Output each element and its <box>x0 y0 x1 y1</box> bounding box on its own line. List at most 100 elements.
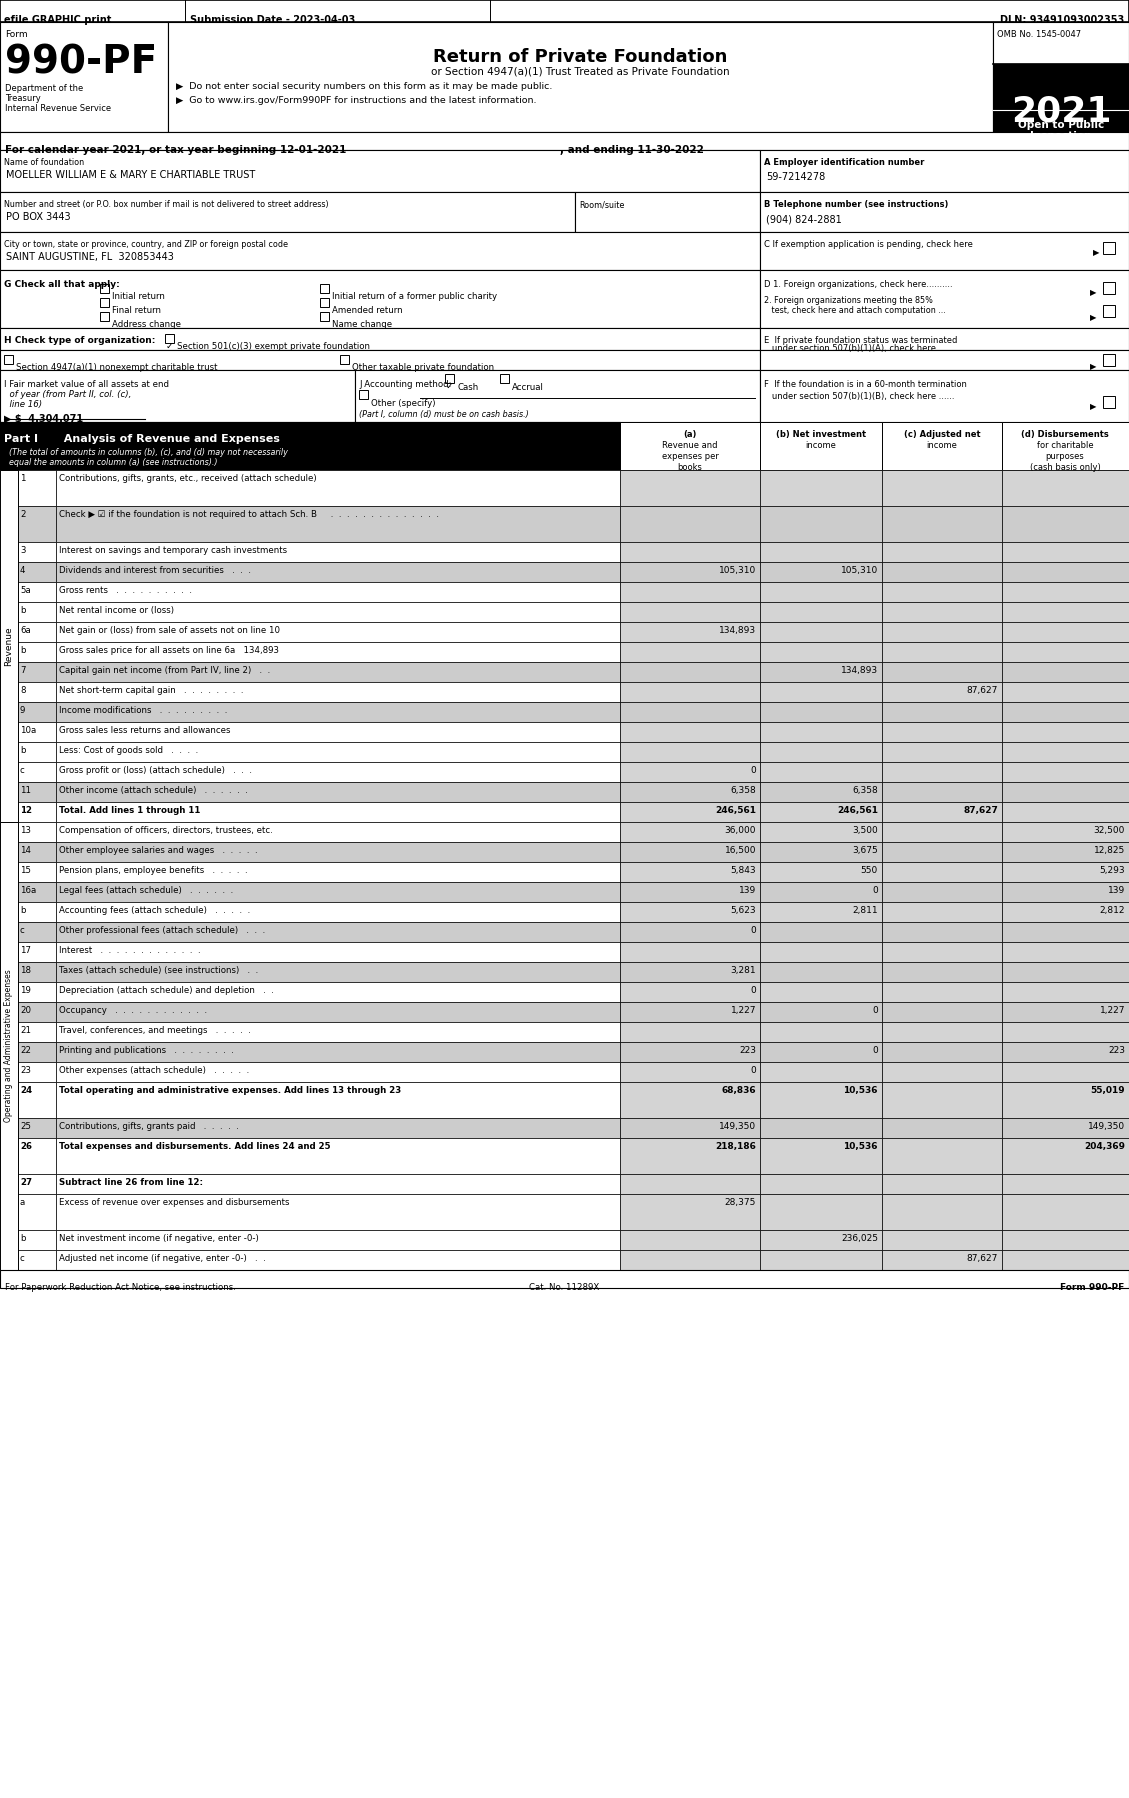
Bar <box>760 327 1129 351</box>
Text: Initial return: Initial return <box>112 291 165 300</box>
Text: 26: 26 <box>20 1142 32 1151</box>
Text: ▶: ▶ <box>1089 403 1096 412</box>
Text: 2,811: 2,811 <box>852 906 878 915</box>
Text: 16a: 16a <box>20 886 36 895</box>
Text: 32,500: 32,500 <box>1094 825 1124 834</box>
Bar <box>56 701 620 723</box>
Bar <box>56 505 620 541</box>
Bar <box>56 942 620 962</box>
Bar <box>0 822 18 1269</box>
Bar <box>760 922 882 942</box>
Bar <box>882 1082 1003 1118</box>
Text: 4: 4 <box>20 566 26 575</box>
Bar <box>882 1043 1003 1063</box>
Bar <box>56 1043 620 1063</box>
Text: Treasury: Treasury <box>5 93 41 102</box>
Bar <box>1003 822 1129 841</box>
Text: 24: 24 <box>20 1086 32 1095</box>
Bar <box>760 802 882 822</box>
Text: 990-PF: 990-PF <box>5 43 157 83</box>
Bar <box>56 1250 620 1269</box>
Bar <box>18 505 56 541</box>
Text: 14: 14 <box>20 847 30 856</box>
Bar <box>56 762 620 782</box>
Bar <box>1003 1250 1129 1269</box>
Text: 23: 23 <box>20 1066 30 1075</box>
Bar <box>760 723 882 743</box>
Bar <box>1103 354 1115 367</box>
Text: G Check all that apply:: G Check all that apply: <box>5 280 120 289</box>
Bar <box>18 1230 56 1250</box>
Bar <box>100 298 110 307</box>
Bar <box>56 1082 620 1118</box>
Text: 19: 19 <box>20 985 30 994</box>
Bar <box>1003 563 1129 583</box>
Text: Name change: Name change <box>332 320 392 329</box>
Text: 0: 0 <box>873 886 878 895</box>
Text: Net investment income (if negative, enter -0-): Net investment income (if negative, ente… <box>59 1233 259 1242</box>
Bar <box>882 1174 1003 1194</box>
Bar <box>620 1082 760 1118</box>
Text: Other employee salaries and wages   .  .  .  .  .: Other employee salaries and wages . . . … <box>59 847 257 856</box>
Text: (a): (a) <box>683 430 697 439</box>
Bar <box>882 642 1003 662</box>
Bar <box>1003 1194 1129 1230</box>
Bar <box>1003 642 1129 662</box>
Bar <box>760 1230 882 1250</box>
Text: Revenue: Revenue <box>5 626 14 665</box>
Bar <box>882 743 1003 762</box>
Text: Number and street (or P.O. box number if mail is not delivered to street address: Number and street (or P.O. box number if… <box>5 200 329 209</box>
Text: Excess of revenue over expenses and disbursements: Excess of revenue over expenses and disb… <box>59 1197 289 1206</box>
Text: Interest on savings and temporary cash investments: Interest on savings and temporary cash i… <box>59 547 287 556</box>
Bar <box>1003 1138 1129 1174</box>
Bar <box>18 1138 56 1174</box>
Bar <box>56 563 620 583</box>
Text: test, check here and attach computation ...: test, check here and attach computation … <box>764 306 946 315</box>
Text: ▶  Do not enter social security numbers on this form as it may be made public.: ▶ Do not enter social security numbers o… <box>176 83 552 92</box>
Bar <box>18 822 56 841</box>
Bar <box>620 701 760 723</box>
Text: C If exemption application is pending, check here: C If exemption application is pending, c… <box>764 239 973 248</box>
Text: of year (from Part II, col. (c),: of year (from Part II, col. (c), <box>5 390 131 399</box>
Bar <box>760 1250 882 1269</box>
Bar <box>760 1021 882 1043</box>
Bar <box>1003 701 1129 723</box>
Bar <box>620 423 760 469</box>
Bar <box>1103 396 1115 408</box>
Bar <box>18 681 56 701</box>
Bar <box>359 390 368 399</box>
Bar <box>56 583 620 602</box>
Bar <box>882 922 1003 942</box>
Bar <box>18 723 56 743</box>
Bar <box>620 602 760 622</box>
Bar <box>882 1118 1003 1138</box>
Text: For Paperwork Reduction Act Notice, see instructions.: For Paperwork Reduction Act Notice, see … <box>5 1284 236 1293</box>
Text: 13: 13 <box>20 825 30 834</box>
Text: Final return: Final return <box>112 306 161 315</box>
Bar <box>620 505 760 541</box>
Bar <box>882 802 1003 822</box>
Bar <box>1003 743 1129 762</box>
Bar <box>760 563 882 583</box>
Bar <box>760 270 1129 327</box>
Bar <box>56 922 620 942</box>
Text: ▶: ▶ <box>1093 248 1100 257</box>
Bar <box>760 1063 882 1082</box>
Text: 204,369: 204,369 <box>1084 1142 1124 1151</box>
Bar <box>882 1230 1003 1250</box>
Bar <box>620 841 760 861</box>
Bar <box>18 1250 56 1269</box>
Bar <box>620 822 760 841</box>
Text: 68,836: 68,836 <box>721 1086 756 1095</box>
Bar <box>760 1001 882 1021</box>
Bar <box>760 701 882 723</box>
Text: Compensation of officers, directors, trustees, etc.: Compensation of officers, directors, tru… <box>59 825 273 834</box>
Text: Printing and publications   .  .  .  .  .  .  .  .: Printing and publications . . . . . . . … <box>59 1046 234 1055</box>
Text: under section 507(b)(1)(B), check here ......: under section 507(b)(1)(B), check here .… <box>764 392 954 401</box>
Bar <box>1003 1082 1129 1118</box>
Bar <box>18 541 56 563</box>
Bar <box>0 1269 1129 1287</box>
Text: 105,310: 105,310 <box>841 566 878 575</box>
Bar <box>1003 861 1129 883</box>
Text: Net rental income or (loss): Net rental income or (loss) <box>59 606 174 615</box>
